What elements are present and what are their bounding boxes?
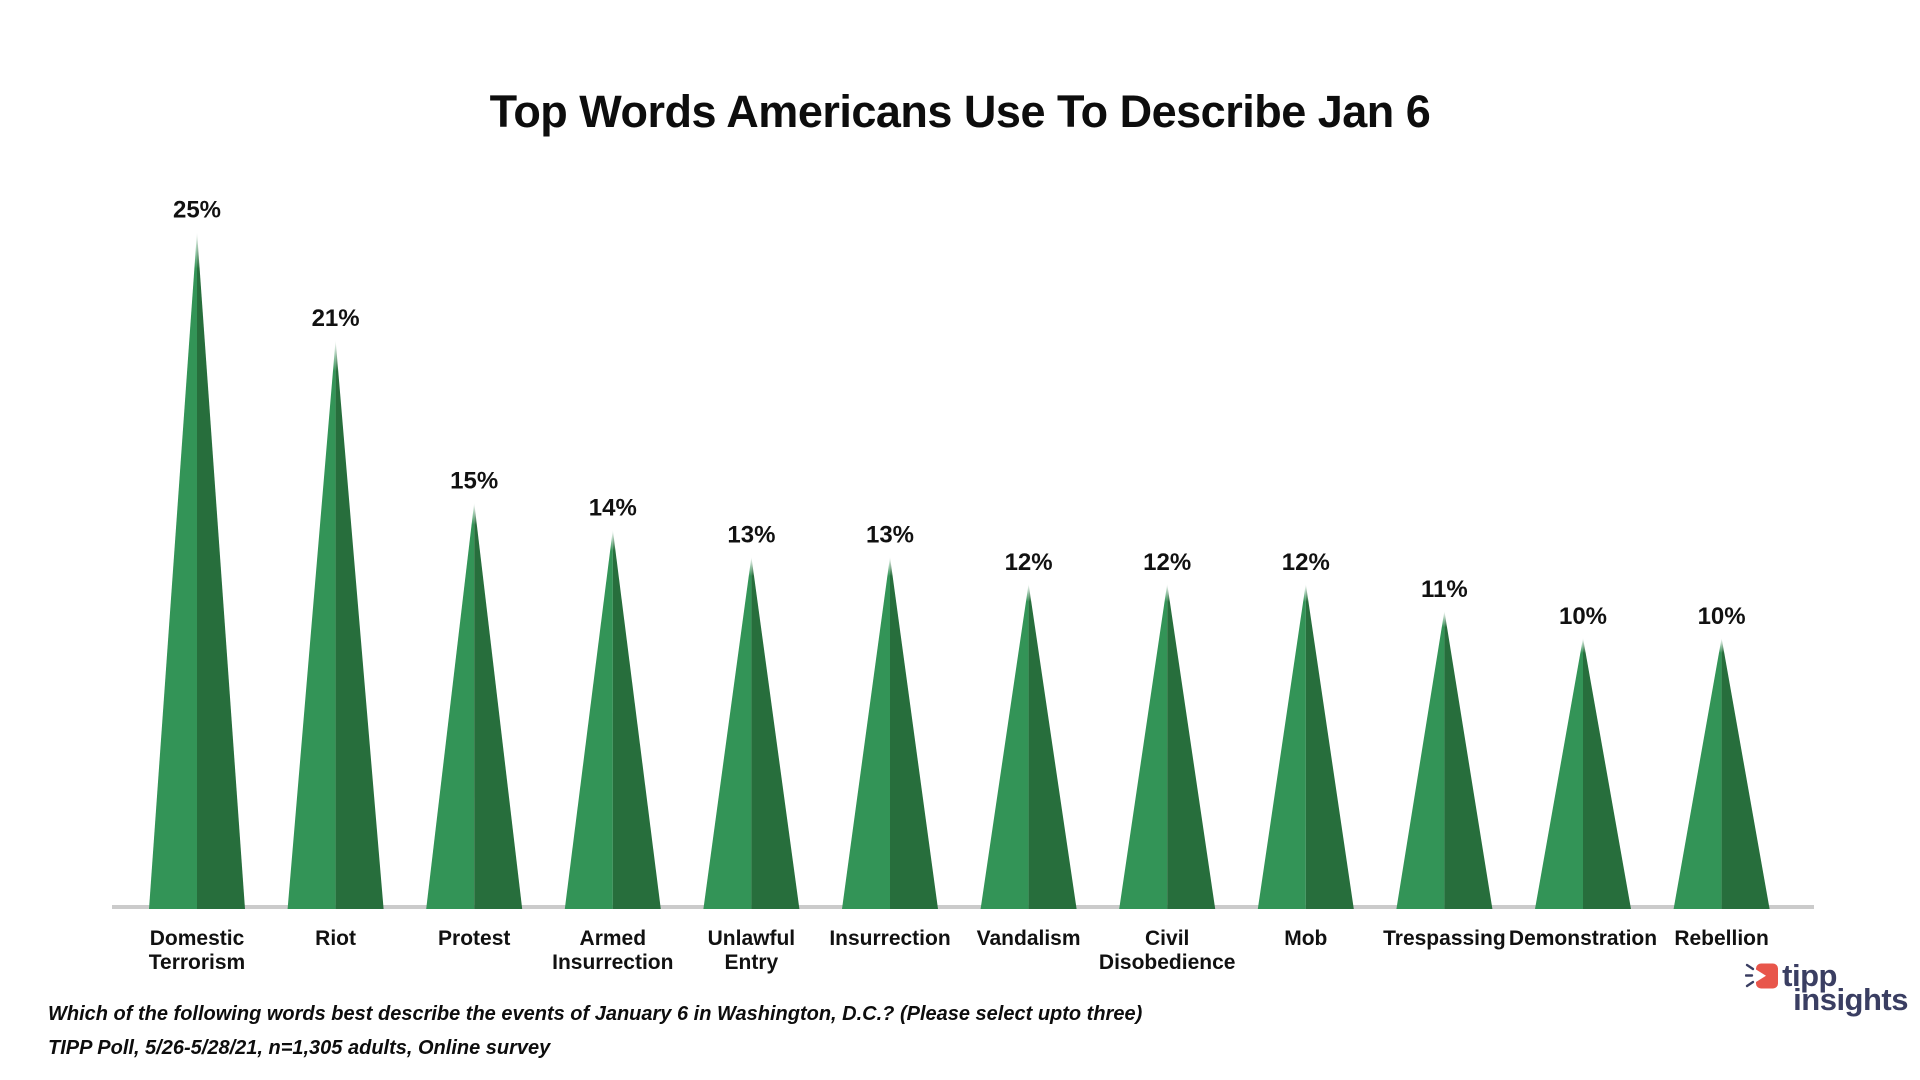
category-label: Disobedience bbox=[1099, 951, 1236, 974]
category-label: Trespassing bbox=[1383, 927, 1506, 950]
bar-left-face bbox=[1119, 583, 1168, 909]
category-label: Protest bbox=[438, 927, 510, 950]
bar-left-face bbox=[1535, 638, 1583, 909]
category-label: Vandalism bbox=[977, 927, 1081, 950]
bar-right-face bbox=[890, 556, 938, 909]
category-label: Unlawful bbox=[708, 927, 796, 950]
x-axis-line bbox=[112, 905, 1814, 909]
bar-right-face bbox=[335, 339, 384, 909]
value-label: 13% bbox=[727, 522, 775, 549]
bar-right-face bbox=[751, 556, 800, 909]
chart-title: Top Words Americans Use To Describe Jan … bbox=[489, 86, 1431, 137]
bar-left-face bbox=[703, 556, 752, 909]
value-label: 12% bbox=[1143, 549, 1191, 576]
value-label: 15% bbox=[450, 468, 498, 495]
value-label: 25% bbox=[173, 197, 221, 224]
value-label: 21% bbox=[312, 305, 360, 332]
bar-left-face bbox=[842, 556, 890, 909]
bar-right-face bbox=[1028, 583, 1077, 909]
category-label: Rebellion bbox=[1674, 927, 1769, 950]
bar-left-face bbox=[1396, 610, 1445, 909]
bar-left-face bbox=[564, 529, 613, 909]
category-label: Riot bbox=[315, 927, 356, 950]
bar-right-face bbox=[1721, 638, 1770, 909]
bar-left-face bbox=[980, 583, 1029, 909]
value-label: 11% bbox=[1421, 576, 1468, 603]
bar-right-face bbox=[474, 502, 523, 909]
category-label: Terrorism bbox=[149, 951, 245, 974]
category-label: Entry bbox=[725, 951, 779, 974]
category-label: Domestic bbox=[150, 927, 245, 950]
bar-left-face bbox=[1257, 583, 1306, 909]
category-label: Insurrection bbox=[552, 951, 673, 974]
bar-right-face bbox=[197, 231, 245, 909]
category-label: Insurrection bbox=[829, 927, 950, 950]
value-label: 14% bbox=[589, 495, 637, 522]
bar-right-face bbox=[1167, 583, 1216, 909]
category-label: Mob bbox=[1284, 927, 1327, 950]
logo-row-top: tipp bbox=[1745, 960, 1908, 991]
value-label: 12% bbox=[1282, 549, 1330, 576]
tipp-insights-logo: tipp insights bbox=[1745, 960, 1908, 1015]
bar-left-face bbox=[149, 231, 197, 909]
logo-text-insights: insights bbox=[1793, 982, 1908, 1017]
megaphone-icon bbox=[1745, 963, 1779, 988]
category-label: Armed bbox=[580, 927, 647, 950]
logo-text-tipp: tipp bbox=[1782, 958, 1837, 993]
value-label: 10% bbox=[1559, 603, 1607, 630]
category-label: Civil bbox=[1145, 927, 1189, 950]
bar-right-face bbox=[612, 529, 661, 909]
value-label: 12% bbox=[1005, 549, 1053, 576]
bar-left-face bbox=[1673, 638, 1722, 909]
bar-right-face bbox=[1583, 638, 1631, 909]
survey-source-text: TIPP Poll, 5/26-5/28/21, n=1,305 adults,… bbox=[48, 1037, 551, 1059]
bar-right-face bbox=[1444, 610, 1493, 909]
survey-question-text: Which of the following words best descri… bbox=[48, 1003, 1143, 1025]
category-label: Demonstration bbox=[1509, 927, 1657, 950]
bar-right-face bbox=[1305, 583, 1354, 909]
chart-footnotes: Which of the following words best descri… bbox=[48, 997, 1142, 1065]
value-label: 13% bbox=[866, 522, 914, 549]
bar-left-face bbox=[426, 502, 475, 909]
bar-left-face bbox=[287, 339, 336, 909]
value-label: 10% bbox=[1698, 603, 1746, 630]
